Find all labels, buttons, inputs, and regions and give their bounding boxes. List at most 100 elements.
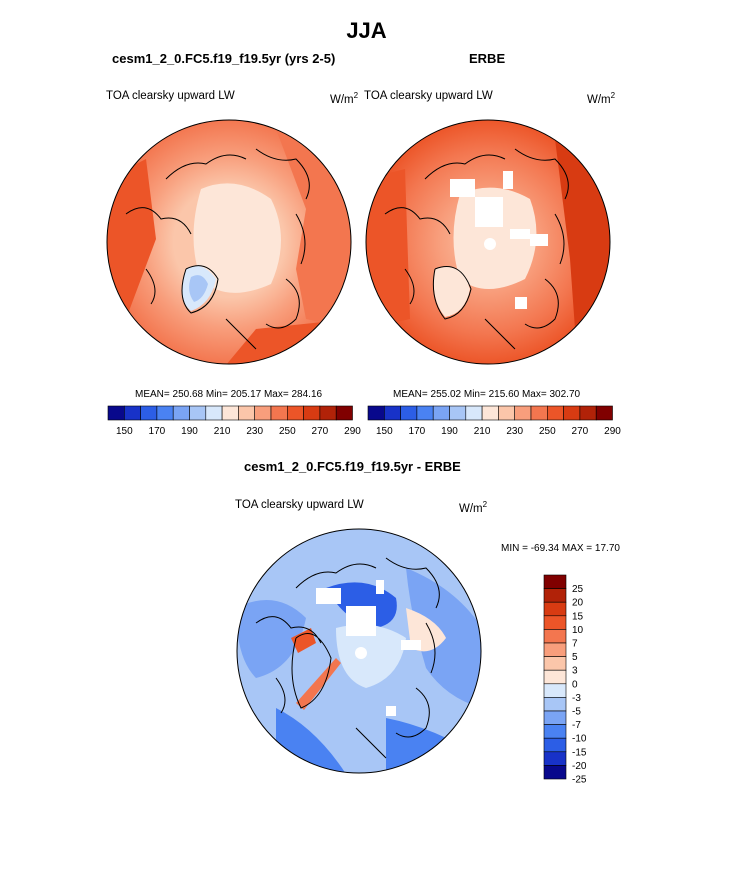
colorbar-2-tick-label: 250 xyxy=(539,426,556,437)
colorbar-2-block xyxy=(579,405,597,421)
colorbar-2-tick-label: 170 xyxy=(409,426,426,437)
colorbar-3-block xyxy=(543,574,567,589)
colorbar-3-block xyxy=(543,588,567,603)
colorbar-1-tick-label: 290 xyxy=(344,426,361,437)
colorbar-3-tick-label: 15 xyxy=(572,611,584,622)
map-2-polar-region xyxy=(453,187,537,289)
colorbar-1-tick-label: 190 xyxy=(181,426,198,437)
colorbar-1-block xyxy=(270,405,288,421)
map-2-warm-region-west xyxy=(366,169,410,329)
colorbar-3-block xyxy=(543,697,567,712)
colorbar-2-block xyxy=(383,405,401,421)
colorbar-1-block xyxy=(238,405,255,421)
colorbar-1-block xyxy=(319,405,337,421)
colorbar-3-tick-label: 10 xyxy=(572,625,584,636)
map-1-greenland-core xyxy=(189,275,208,302)
colorbar-3-block xyxy=(543,710,567,725)
difference-polar-map xyxy=(236,528,482,774)
colorbar-2-block xyxy=(432,405,450,421)
colorbar-1-tick-label: 170 xyxy=(149,426,166,437)
colorbar-3: 25 20 15 10 7 5 3 0 -3 -5 -7 -10 -15 -20 -25 xyxy=(543,574,587,785)
panel-2-title: ERBE xyxy=(469,51,506,66)
colorbar-2-block xyxy=(400,405,418,421)
map-3-neutral-polar xyxy=(336,624,406,688)
colorbar-1-tick-label: 250 xyxy=(279,426,296,437)
map-3-warm-greenland xyxy=(291,628,316,653)
colorbar-1-block xyxy=(205,405,223,421)
map-2-outline xyxy=(365,119,611,365)
colorbar-2-block xyxy=(563,405,581,421)
colorbar-2-block xyxy=(498,405,515,421)
colorbar-3-tick-label: 5 xyxy=(572,652,578,663)
colorbar-1-block xyxy=(189,405,207,421)
panel-1-title: cesm1_2_0.FC5.f19_f19.5yr (yrs 2-5) xyxy=(112,51,336,66)
colorbar-2-block xyxy=(595,405,613,421)
panel-3-variable-label: TOA clearsky upward LW xyxy=(235,499,364,511)
map-3-outline xyxy=(236,528,482,774)
colorbar-2-tick-label: 150 xyxy=(376,426,393,437)
panel-1-units: W/m2 xyxy=(330,91,359,106)
colorbar-1-tick-label: 270 xyxy=(312,426,329,437)
colorbar-2-tick-label: 270 xyxy=(572,426,589,437)
colorbar-1: 150 170 190 210 230 250 270 290 xyxy=(107,405,361,437)
map-1-coastlines xyxy=(125,148,310,350)
panel-3-units: W/m2 xyxy=(459,500,488,515)
map-3-warm-streak xyxy=(296,658,341,710)
colorbar-2-block xyxy=(481,405,499,421)
colorbar-2: 150 170 190 210 230 250 270 290 xyxy=(367,405,621,437)
colorbar-3-tick-label: -10 xyxy=(572,734,587,745)
colorbar-2-block xyxy=(547,405,564,421)
colorbar-2-block xyxy=(416,405,434,421)
colorbar-3-block xyxy=(543,669,567,685)
colorbar-3-block xyxy=(543,642,567,657)
colorbar-3-tick-label: 20 xyxy=(572,598,584,609)
colorbar-1-tick-label: 150 xyxy=(116,426,133,437)
colorbar-1-block xyxy=(172,405,190,421)
model-polar-map xyxy=(106,119,352,365)
colorbar-1-block xyxy=(303,405,321,421)
map-3-missing-data xyxy=(316,580,421,716)
map-1-warm-region-west xyxy=(107,159,156,319)
colorbar-1-block xyxy=(107,405,125,421)
colorbar-3-block xyxy=(543,615,567,630)
map-1-polar-region xyxy=(193,183,281,293)
colorbar-2-block xyxy=(514,405,532,421)
panel-2-stats: MEAN= 255.02 Min= 215.60 Max= 302.70 xyxy=(393,389,581,400)
colorbar-2-tick-label: 190 xyxy=(441,426,458,437)
map-2-missing-data xyxy=(450,171,548,309)
colorbar-2-tick-label: 230 xyxy=(506,426,523,437)
panel-1-variable-label: TOA clearsky upward LW xyxy=(106,90,235,102)
colorbar-3-block xyxy=(543,724,567,739)
map-3-cool-region-a xyxy=(237,600,306,678)
panel-3-title: cesm1_2_0.FC5.f19_f19.5yr - ERBE xyxy=(244,459,461,474)
colorbar-2-tick-label: 210 xyxy=(474,426,491,437)
colorbar-2-block xyxy=(465,405,483,421)
colorbar-1-block xyxy=(156,405,174,421)
map-3-coastlines xyxy=(255,557,440,759)
map-2-coastlines xyxy=(384,148,569,350)
colorbar-3-block xyxy=(543,737,567,753)
colorbar-1-block xyxy=(287,405,304,421)
colorbar-3-tick-label: 25 xyxy=(572,584,584,595)
colorbar-3-block xyxy=(543,751,567,766)
colorbar-3-tick-label: 7 xyxy=(572,639,578,650)
colorbar-3-tick-label: -5 xyxy=(572,707,581,718)
colorbar-3-block xyxy=(543,683,567,698)
obs-polar-map xyxy=(365,119,611,365)
colorbar-3-block xyxy=(543,601,567,617)
map-2-greenland xyxy=(433,266,470,317)
panel-1-stats: MEAN= 250.68 Min= 205.17 Max= 284.16 xyxy=(135,389,323,400)
colorbar-2-tick-label: 290 xyxy=(604,426,621,437)
colorbar-1-tick-label: 210 xyxy=(214,426,231,437)
colorbar-1-block xyxy=(335,405,353,421)
colorbar-2-block xyxy=(530,405,548,421)
figure-title: JJA xyxy=(346,18,387,43)
colorbar-1-block xyxy=(123,405,141,421)
colorbar-3-block xyxy=(543,656,567,671)
colorbar-3-tick-label: -15 xyxy=(572,747,587,758)
colorbar-2-block xyxy=(449,405,467,421)
colorbar-3-tick-label: 3 xyxy=(572,666,578,677)
panel-2-units: W/m2 xyxy=(587,91,616,106)
colorbar-1-block xyxy=(140,405,158,421)
colorbar-3-block xyxy=(543,629,567,644)
